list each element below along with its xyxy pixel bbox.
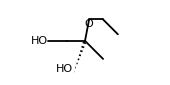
Text: HO: HO [31, 36, 48, 46]
Text: HO: HO [56, 64, 73, 74]
Text: O: O [85, 19, 94, 29]
